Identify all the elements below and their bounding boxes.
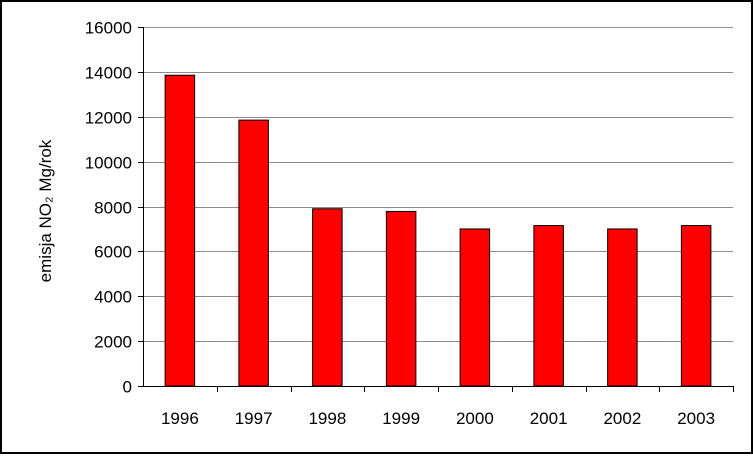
y-tick-label: 10000 bbox=[85, 154, 132, 173]
axes bbox=[138, 27, 734, 392]
x-tick-label: 1999 bbox=[382, 409, 420, 428]
bar-2003 bbox=[680, 225, 712, 387]
bar-1996 bbox=[164, 74, 196, 387]
x-tick-label: 1997 bbox=[235, 409, 273, 428]
y-tick-label: 2000 bbox=[94, 333, 132, 352]
gridlines bbox=[143, 27, 733, 342]
bar-1998 bbox=[312, 208, 343, 387]
y-tick-label: 8000 bbox=[94, 199, 132, 218]
bar-2002 bbox=[607, 228, 638, 387]
y-tick-label: 0 bbox=[123, 378, 132, 397]
y-tick-label: 4000 bbox=[94, 288, 132, 307]
bar-1997 bbox=[238, 119, 269, 387]
x-tick-label: 1998 bbox=[308, 409, 346, 428]
bar-2000 bbox=[459, 228, 491, 387]
bars bbox=[164, 74, 712, 387]
x-tick-label: 2003 bbox=[677, 409, 715, 428]
y-tick-label: 12000 bbox=[85, 109, 132, 128]
y-tick-labels: 0 2000 4000 6000 8000 10000 12000 14000 16000 bbox=[85, 19, 132, 397]
y-tick-label: 6000 bbox=[94, 243, 132, 262]
x-tick-label: 2000 bbox=[456, 409, 494, 428]
y-tick-label: 16000 bbox=[85, 19, 132, 38]
x-tick-label: 2002 bbox=[603, 409, 641, 428]
x-tick-label: 2001 bbox=[530, 409, 568, 428]
y-tick-label: 14000 bbox=[85, 64, 132, 83]
bar-1999 bbox=[385, 210, 417, 387]
y-axis-label: emisja NO₂ Mg/rok bbox=[36, 139, 55, 282]
bar-2001 bbox=[533, 225, 564, 387]
x-tick-label: 1996 bbox=[161, 409, 199, 428]
x-tick-labels: 1996 1997 1998 1999 2000 2001 2002 2003 bbox=[161, 409, 715, 428]
